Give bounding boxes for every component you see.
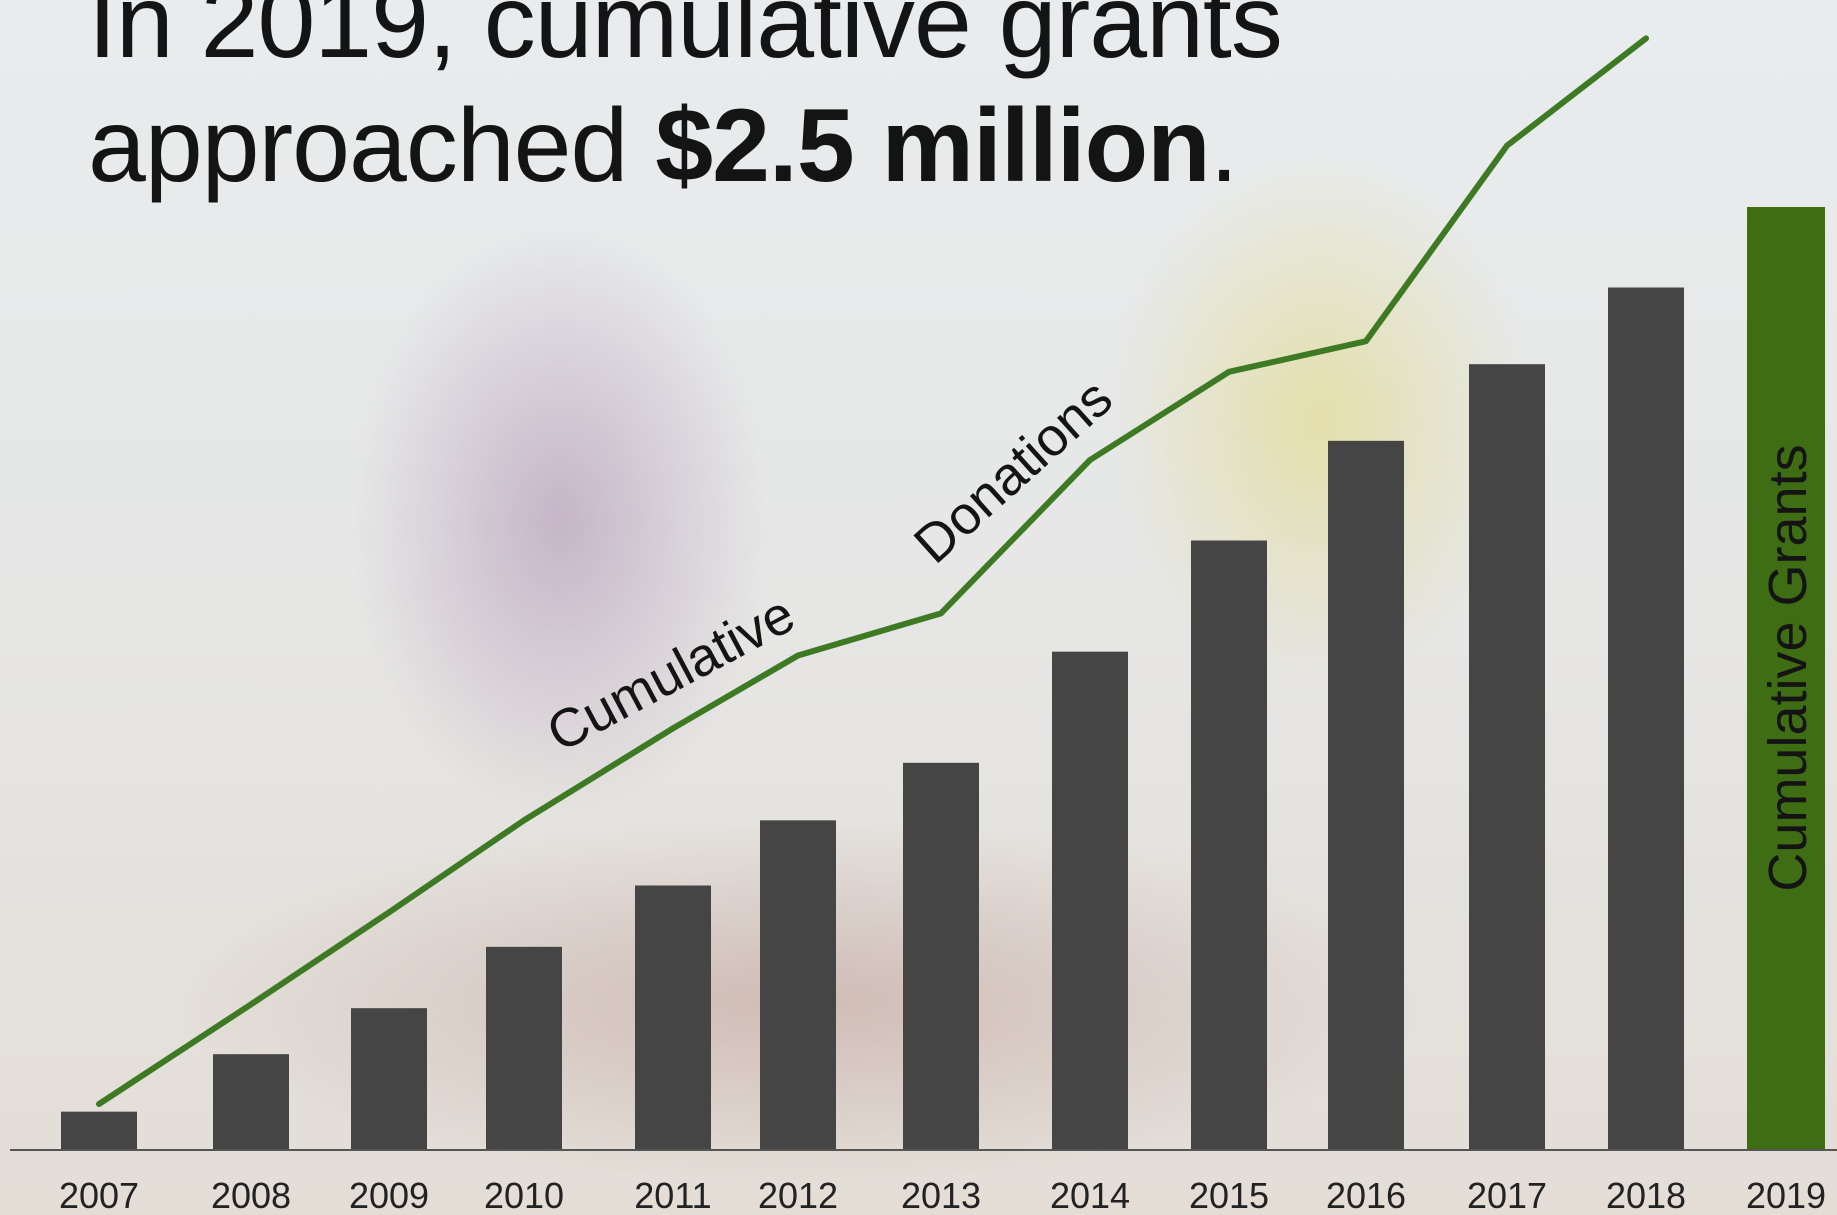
x-tick-2015: 2015	[1189, 1175, 1269, 1215]
x-tick-2013: 2013	[901, 1175, 981, 1215]
bar-2007	[61, 1111, 137, 1150]
bar-2014	[1052, 651, 1128, 1150]
x-tick-2011: 2011	[634, 1175, 711, 1215]
bar-2009	[351, 1008, 427, 1150]
bar-2013	[903, 762, 979, 1150]
x-tick-2017: 2017	[1467, 1175, 1547, 1215]
x-tick-2016: 2016	[1326, 1175, 1406, 1215]
x-tick-2019: 2019	[1746, 1175, 1826, 1215]
bar-2008	[213, 1054, 289, 1150]
bar-series-group	[61, 207, 1825, 1151]
x-tick-2012: 2012	[758, 1175, 838, 1215]
bar-2017	[1469, 364, 1545, 1151]
headline-line-2-prefix: approached	[88, 88, 656, 204]
x-tick-labels: 2007 2008 2009 2010 2011 2012 2013 2014 2015 2016…	[59, 1175, 1826, 1215]
headline-line-2-suffix: .	[1209, 88, 1239, 204]
x-tick-2007: 2007	[59, 1175, 139, 1215]
x-tick-2009: 2009	[349, 1175, 429, 1215]
bar-label-cumulative-grants: Cumulative Grants	[1758, 444, 1818, 891]
bar-2011	[635, 885, 711, 1150]
bar-2019	[1747, 207, 1825, 1150]
x-tick-2010: 2010	[484, 1175, 564, 1215]
bar-2015	[1191, 540, 1267, 1150]
headline-line-2: approached $2.5 million.	[88, 84, 1282, 208]
donations-line	[96, 35, 1649, 1107]
bar-2012	[760, 820, 836, 1150]
line-label-donations: Donations	[903, 368, 1124, 575]
headline-amount: $2.5 million	[655, 88, 1210, 204]
headline: In 2019, cumulative grants approached $2…	[88, 0, 1283, 208]
headline-line-1: In 2019, cumulative grants	[88, 0, 1283, 80]
bar-2018	[1608, 287, 1684, 1150]
x-tick-2018: 2018	[1606, 1175, 1686, 1215]
x-tick-2008: 2008	[211, 1175, 291, 1215]
bar-2016	[1328, 440, 1404, 1150]
bar-2010	[486, 946, 562, 1150]
x-tick-2014: 2014	[1050, 1175, 1130, 1215]
line-series-group	[96, 35, 1649, 1107]
